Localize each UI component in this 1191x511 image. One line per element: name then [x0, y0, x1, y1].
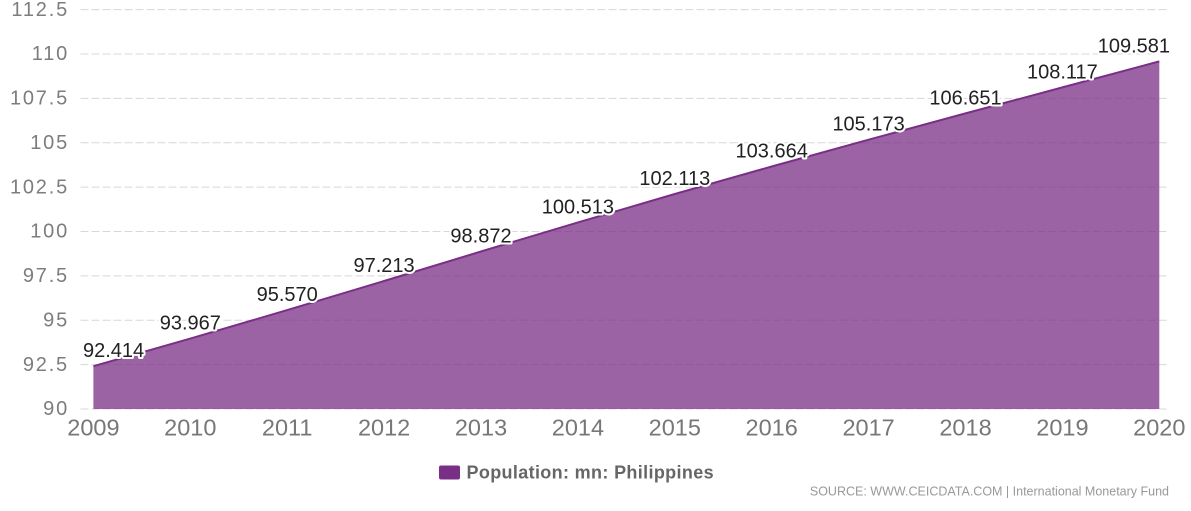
svg-text:SOURCE: WWW.CEICDATA.COM | Int: SOURCE: WWW.CEICDATA.COM | International…: [810, 484, 1169, 498]
svg-text:90: 90: [43, 398, 69, 420]
svg-text:2016: 2016: [746, 415, 798, 441]
svg-text:100: 100: [30, 221, 69, 243]
svg-text:98.872: 98.872: [450, 226, 511, 248]
svg-text:112.5: 112.5: [11, 0, 69, 21]
svg-text:97.213: 97.213: [354, 255, 415, 277]
svg-text:2019: 2019: [1036, 415, 1088, 441]
svg-text:109.581: 109.581: [1098, 35, 1170, 57]
svg-text:2014: 2014: [552, 415, 604, 441]
svg-text:2020: 2020: [1133, 415, 1185, 441]
svg-text:92.414: 92.414: [83, 340, 144, 362]
svg-text:102.113: 102.113: [639, 168, 710, 190]
svg-text:2011: 2011: [262, 415, 313, 441]
svg-text:2009: 2009: [67, 415, 119, 441]
svg-text:95: 95: [43, 309, 69, 331]
svg-text:110: 110: [32, 43, 69, 65]
svg-text:102.5: 102.5: [10, 176, 69, 198]
svg-text:2017: 2017: [842, 415, 894, 441]
svg-text:93.967: 93.967: [160, 313, 221, 335]
svg-text:103.664: 103.664: [736, 141, 808, 163]
svg-text:97.5: 97.5: [23, 265, 69, 287]
svg-text:106.651: 106.651: [929, 87, 1001, 109]
svg-text:2015: 2015: [649, 415, 701, 441]
svg-text:92.5: 92.5: [23, 354, 69, 376]
svg-text:2012: 2012: [358, 415, 410, 441]
svg-text:2013: 2013: [455, 415, 507, 441]
svg-text:95.570: 95.570: [257, 284, 318, 306]
svg-text:Population: mn: Philippines: Population: mn: Philippines: [467, 462, 714, 482]
svg-text:2010: 2010: [164, 415, 216, 441]
svg-text:105.173: 105.173: [832, 114, 904, 136]
svg-text:105: 105: [30, 132, 69, 154]
svg-text:108.117: 108.117: [1027, 61, 1098, 83]
svg-text:100.513: 100.513: [542, 196, 614, 218]
svg-text:107.5: 107.5: [10, 88, 69, 110]
svg-text:2018: 2018: [939, 415, 991, 441]
